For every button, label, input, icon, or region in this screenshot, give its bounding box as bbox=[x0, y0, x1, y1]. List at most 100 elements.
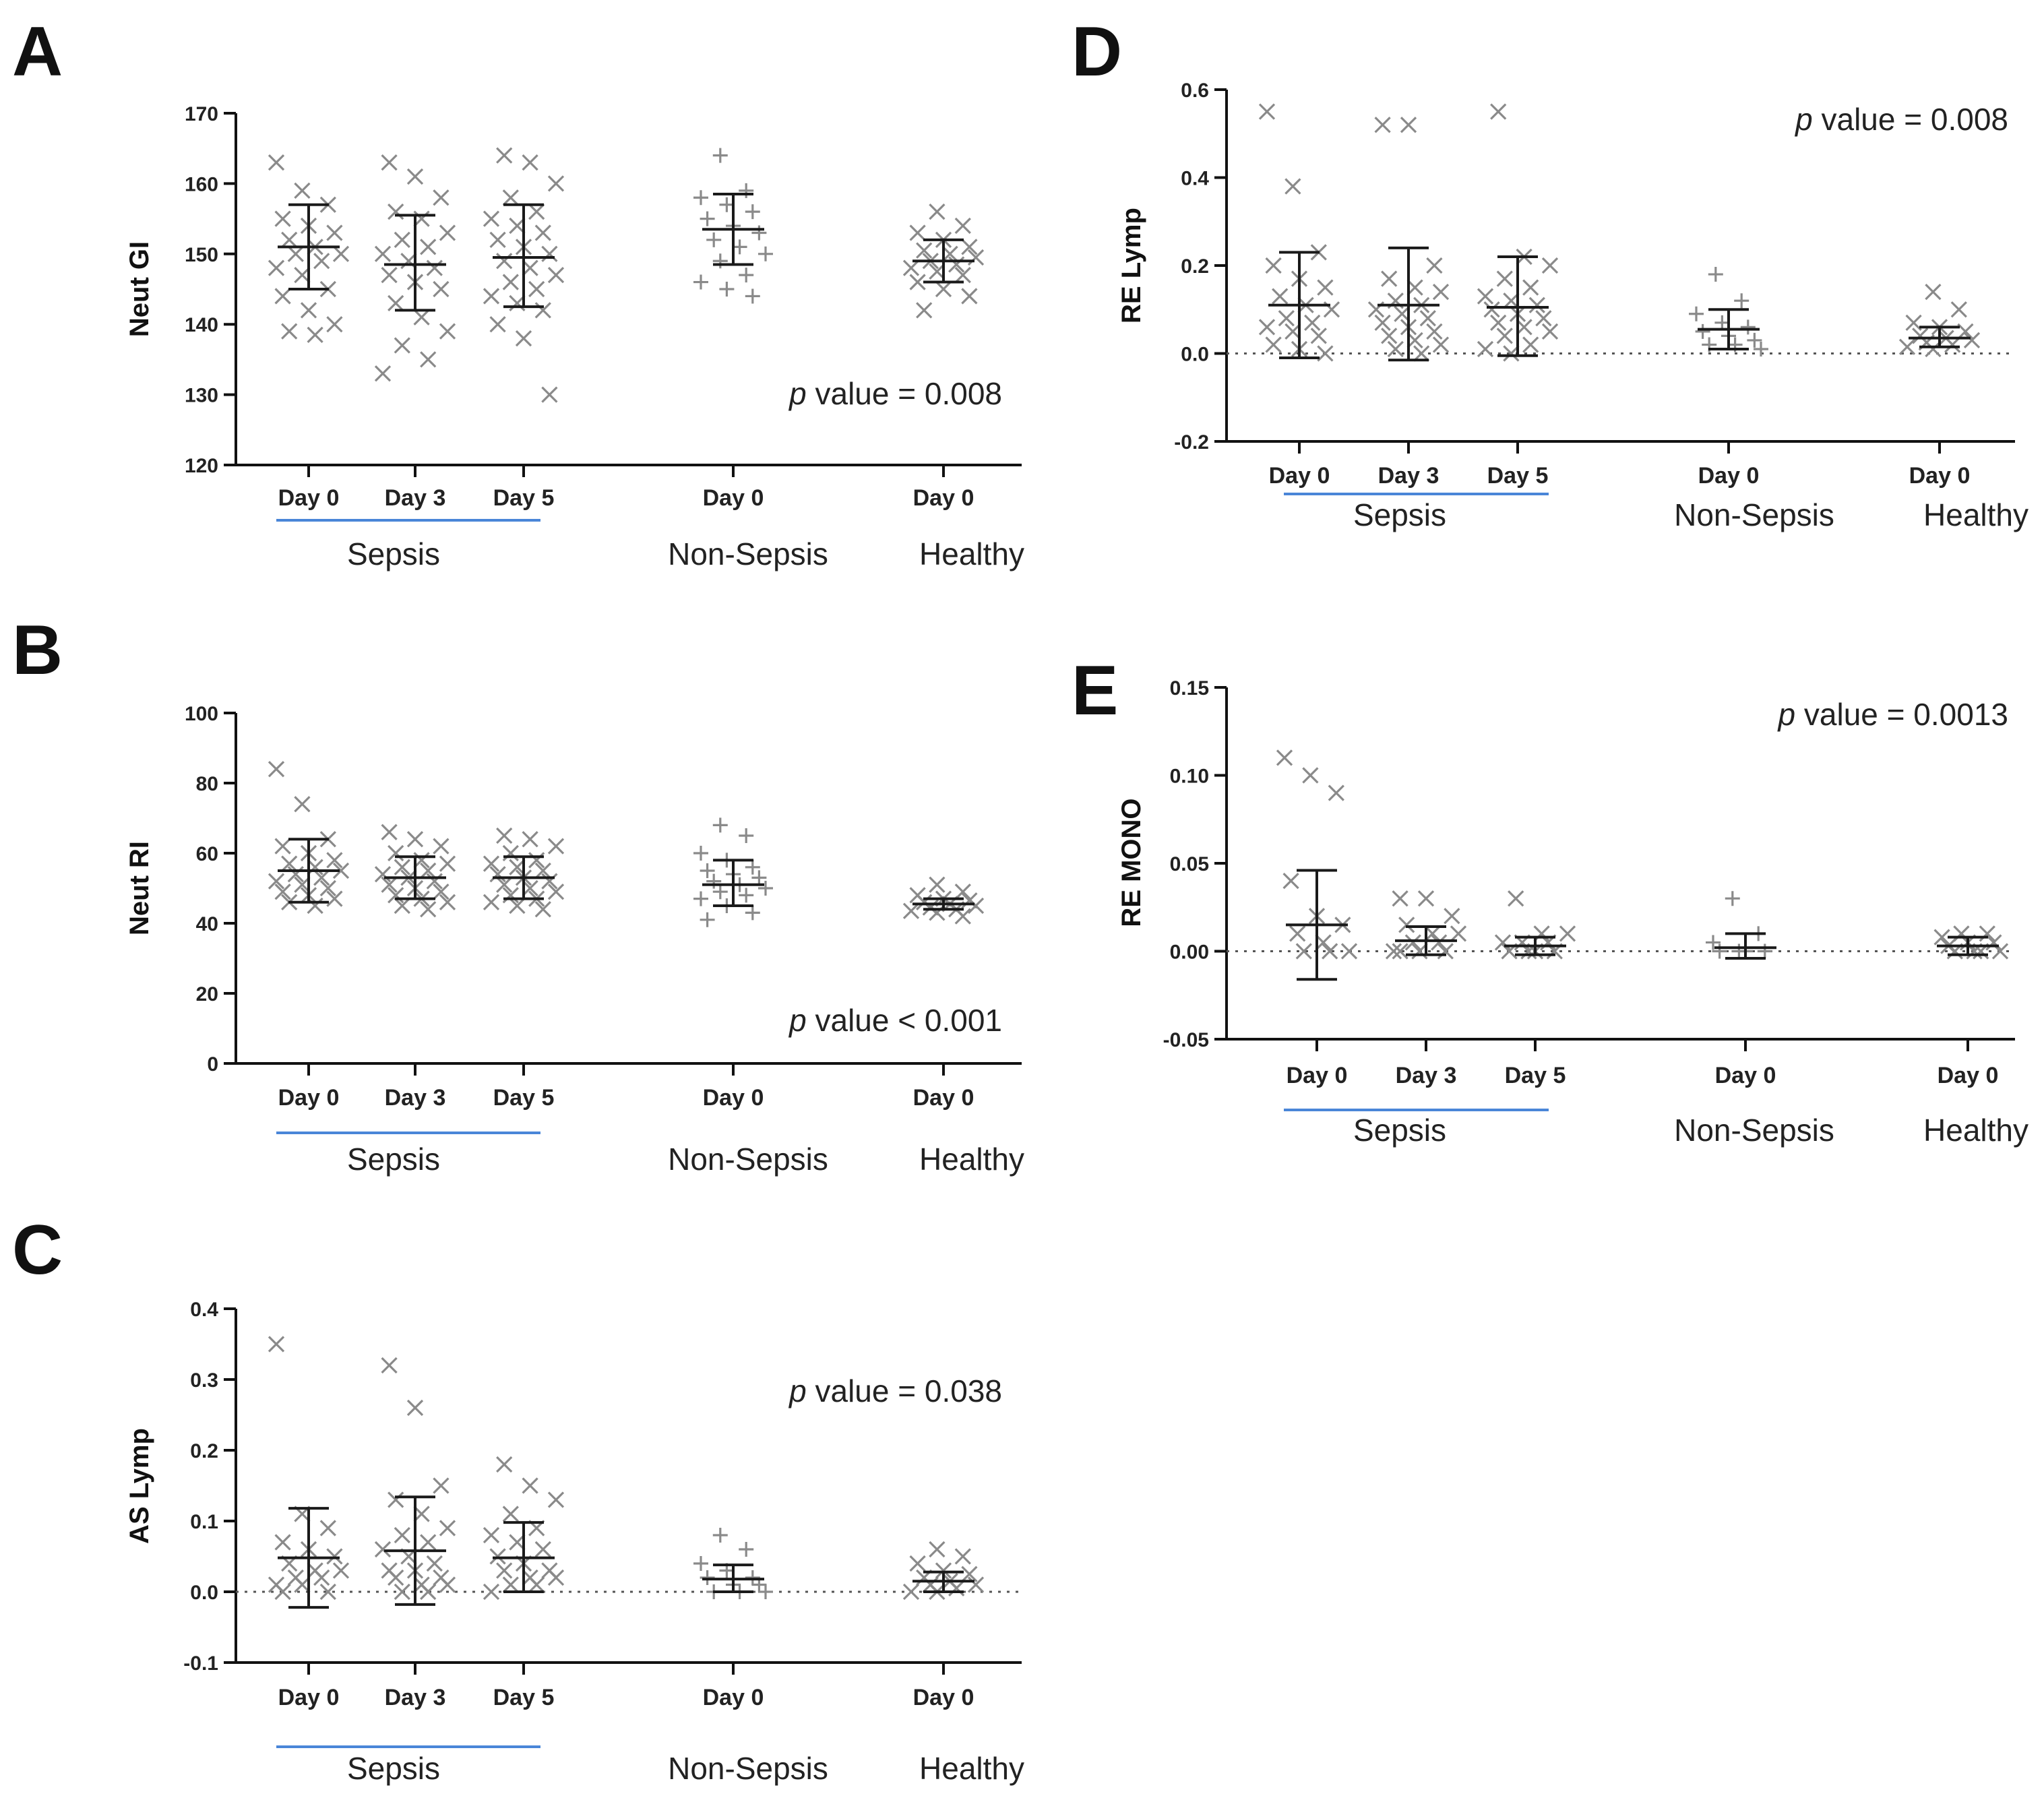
data-point bbox=[1757, 943, 1772, 959]
data-point bbox=[1310, 328, 1327, 344]
data-point bbox=[1392, 890, 1408, 907]
data-point bbox=[381, 266, 398, 284]
x-tick-label: Day 3 bbox=[385, 1685, 446, 1710]
group-label: Healthy bbox=[919, 536, 1024, 571]
data-point bbox=[700, 211, 715, 226]
data-point bbox=[547, 1569, 565, 1586]
y-tick-label: 150 bbox=[185, 244, 218, 266]
data-point bbox=[381, 876, 398, 893]
data-point bbox=[1528, 297, 1545, 313]
data-point bbox=[1387, 340, 1404, 358]
data-point bbox=[483, 855, 500, 872]
data-point bbox=[700, 912, 715, 927]
data-point bbox=[1708, 267, 1723, 282]
data-point bbox=[420, 1534, 437, 1551]
data-point bbox=[439, 894, 456, 910]
data-point bbox=[1522, 336, 1539, 353]
data-point bbox=[1413, 345, 1430, 362]
data-point bbox=[1985, 934, 2002, 951]
data-point bbox=[1503, 345, 1520, 362]
panel-letter: B bbox=[12, 611, 63, 689]
data-point bbox=[1734, 293, 1749, 309]
data-point bbox=[1944, 336, 1961, 353]
data-point bbox=[1689, 306, 1704, 321]
data-point bbox=[732, 239, 747, 255]
panel-letter: E bbox=[1072, 652, 1118, 730]
x-tick-label: Day 3 bbox=[1396, 1063, 1457, 1088]
data-point bbox=[1315, 934, 1332, 951]
data-point bbox=[916, 302, 933, 319]
series-group bbox=[374, 824, 456, 918]
y-tick-label: -0.05 bbox=[1163, 1029, 1209, 1051]
data-point bbox=[502, 844, 519, 862]
data-point bbox=[502, 189, 519, 206]
data-point bbox=[388, 887, 404, 904]
data-point bbox=[528, 852, 545, 869]
data-point bbox=[420, 351, 437, 368]
data-point bbox=[388, 294, 404, 312]
data-point bbox=[1295, 943, 1312, 960]
data-point bbox=[534, 1541, 551, 1558]
series-group bbox=[902, 876, 985, 925]
data-point bbox=[758, 881, 773, 896]
data-point bbox=[541, 245, 558, 262]
data-point bbox=[706, 232, 722, 247]
data-point bbox=[712, 253, 728, 269]
data-point bbox=[967, 1576, 985, 1593]
data-point bbox=[326, 224, 343, 241]
data-point bbox=[909, 274, 926, 290]
data-point bbox=[326, 316, 343, 333]
data-point bbox=[693, 1556, 708, 1571]
series-group bbox=[1258, 103, 1340, 362]
data-point bbox=[1289, 925, 1306, 942]
group-label: Non-Sepsis bbox=[668, 1751, 828, 1786]
data-point bbox=[394, 1583, 410, 1601]
data-point bbox=[693, 891, 708, 906]
data-point bbox=[483, 1526, 500, 1544]
series-group bbox=[483, 1456, 565, 1601]
data-point bbox=[509, 294, 526, 312]
y-tick-label: 0.15 bbox=[1170, 677, 1209, 700]
y-tick-label: 0.2 bbox=[1181, 255, 1209, 278]
data-point bbox=[1533, 925, 1550, 942]
data-point bbox=[522, 1477, 538, 1494]
data-point bbox=[712, 148, 728, 163]
panel-letter: A bbox=[12, 13, 63, 91]
data-point bbox=[1508, 890, 1524, 907]
data-point bbox=[967, 249, 985, 266]
data-point bbox=[1535, 310, 1552, 327]
data-point bbox=[929, 204, 946, 220]
data-point bbox=[941, 245, 958, 262]
data-point bbox=[1516, 319, 1532, 336]
data-point bbox=[439, 1576, 456, 1593]
data-point bbox=[1522, 279, 1539, 296]
data-point bbox=[1282, 872, 1299, 890]
data-point bbox=[712, 1528, 728, 1543]
data-point bbox=[528, 204, 545, 220]
y-tick-label: 0.0 bbox=[1181, 344, 1209, 366]
data-point bbox=[268, 873, 285, 890]
group-label: Sepsis bbox=[1353, 1113, 1446, 1148]
data-point bbox=[332, 245, 350, 262]
panel-b: B Neut RI 0 20 40 60 80 100 Day 0 Day 3 Day 5 Day 0… bbox=[12, 611, 1024, 1177]
data-point bbox=[712, 884, 728, 900]
data-point bbox=[954, 884, 971, 900]
data-point bbox=[541, 873, 558, 890]
data-point bbox=[483, 210, 500, 227]
data-point bbox=[1979, 925, 1995, 942]
data-point bbox=[406, 168, 424, 185]
data-point bbox=[1725, 891, 1740, 906]
series-group bbox=[1385, 890, 1467, 960]
data-point bbox=[1740, 319, 1756, 335]
data-point bbox=[1898, 338, 1916, 355]
x-tick-label: Day 0 bbox=[913, 1685, 974, 1710]
data-point bbox=[496, 147, 513, 164]
data-point bbox=[426, 259, 443, 276]
data-point bbox=[700, 863, 715, 878]
data-point bbox=[1328, 784, 1344, 801]
data-point bbox=[1477, 340, 1494, 358]
data-point bbox=[268, 259, 285, 276]
p-value-annotation: p value = 0.008 bbox=[788, 376, 1002, 411]
panel-e: E RE MONO -0.05 0.00 0.05 0.10 0.15 Day 0 Day 3 D… bbox=[1072, 652, 2028, 1148]
x-tick-label: Day 3 bbox=[1378, 463, 1439, 489]
